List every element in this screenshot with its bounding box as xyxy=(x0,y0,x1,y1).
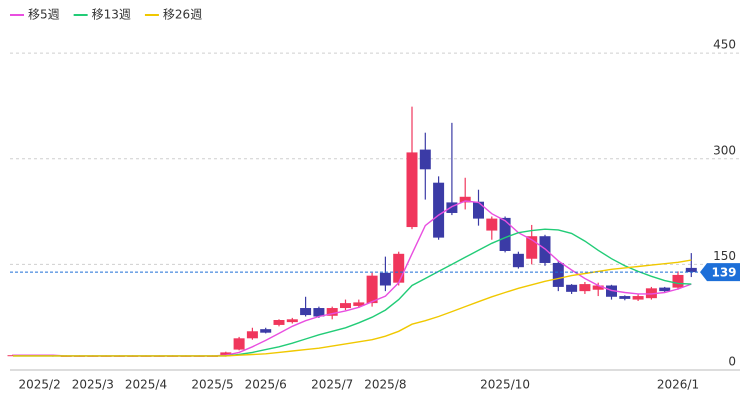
ma-line xyxy=(13,228,692,357)
candle-body xyxy=(286,319,298,323)
candle-body xyxy=(632,296,644,300)
candle-body xyxy=(592,285,604,290)
candle-body xyxy=(619,296,631,299)
y-tick-label: 450 xyxy=(713,38,736,52)
ma-line xyxy=(13,200,692,357)
ma-line xyxy=(13,259,692,357)
candle-body xyxy=(526,236,538,259)
legend-label: 移5週 xyxy=(28,8,60,22)
x-tick-label: 2025/3 xyxy=(72,378,114,392)
candle-body xyxy=(486,218,498,231)
candle-body xyxy=(366,275,378,304)
candle-body xyxy=(659,287,671,292)
candle-body xyxy=(579,284,591,292)
candle-body xyxy=(379,272,391,286)
candle-body xyxy=(353,302,365,306)
y-tick-label: 0 xyxy=(728,355,736,369)
candle-body xyxy=(685,267,697,273)
candle-body xyxy=(233,338,245,350)
candle-body xyxy=(220,352,232,356)
candle-body xyxy=(606,285,617,297)
candle-body xyxy=(433,182,445,238)
legend-label: 移26週 xyxy=(163,8,202,22)
legend: 移5週 移13週 移26週 xyxy=(10,8,202,22)
candle-body xyxy=(473,201,484,219)
x-tick-label: 2025/10 xyxy=(480,378,530,392)
x-tick-label: 2025/6 xyxy=(245,378,287,392)
y-tick-label: 300 xyxy=(713,143,736,157)
candle-body xyxy=(273,320,285,325)
x-tick-label: 2025/8 xyxy=(364,378,406,392)
last-price-tag xyxy=(700,263,740,282)
candle-body xyxy=(566,284,578,292)
candle-body xyxy=(260,329,272,333)
last-price-label: 139 xyxy=(711,266,736,280)
candle-body xyxy=(393,253,405,283)
x-tick-label: 2026/1 xyxy=(657,378,699,392)
legend-label: 移13週 xyxy=(92,8,131,22)
x-tick-label: 2025/2 xyxy=(18,378,60,392)
candle-body xyxy=(552,262,564,287)
candle-body xyxy=(419,149,431,170)
x-tick-label: 2025/4 xyxy=(125,378,167,392)
x-tick-label: 2025/7 xyxy=(311,378,353,392)
candle-body xyxy=(326,308,338,316)
candle-body xyxy=(499,217,511,251)
candle-body xyxy=(246,331,258,339)
candle-body xyxy=(512,253,524,268)
candle-body xyxy=(672,274,684,288)
candle-body xyxy=(300,308,312,316)
candle-body xyxy=(313,308,325,317)
y-tick-label: 150 xyxy=(713,249,736,263)
x-tick-label: 2025/5 xyxy=(191,378,233,392)
candle-body xyxy=(406,152,418,228)
candle-body xyxy=(340,303,351,309)
candle-body xyxy=(459,196,471,203)
candle-body xyxy=(446,202,458,213)
